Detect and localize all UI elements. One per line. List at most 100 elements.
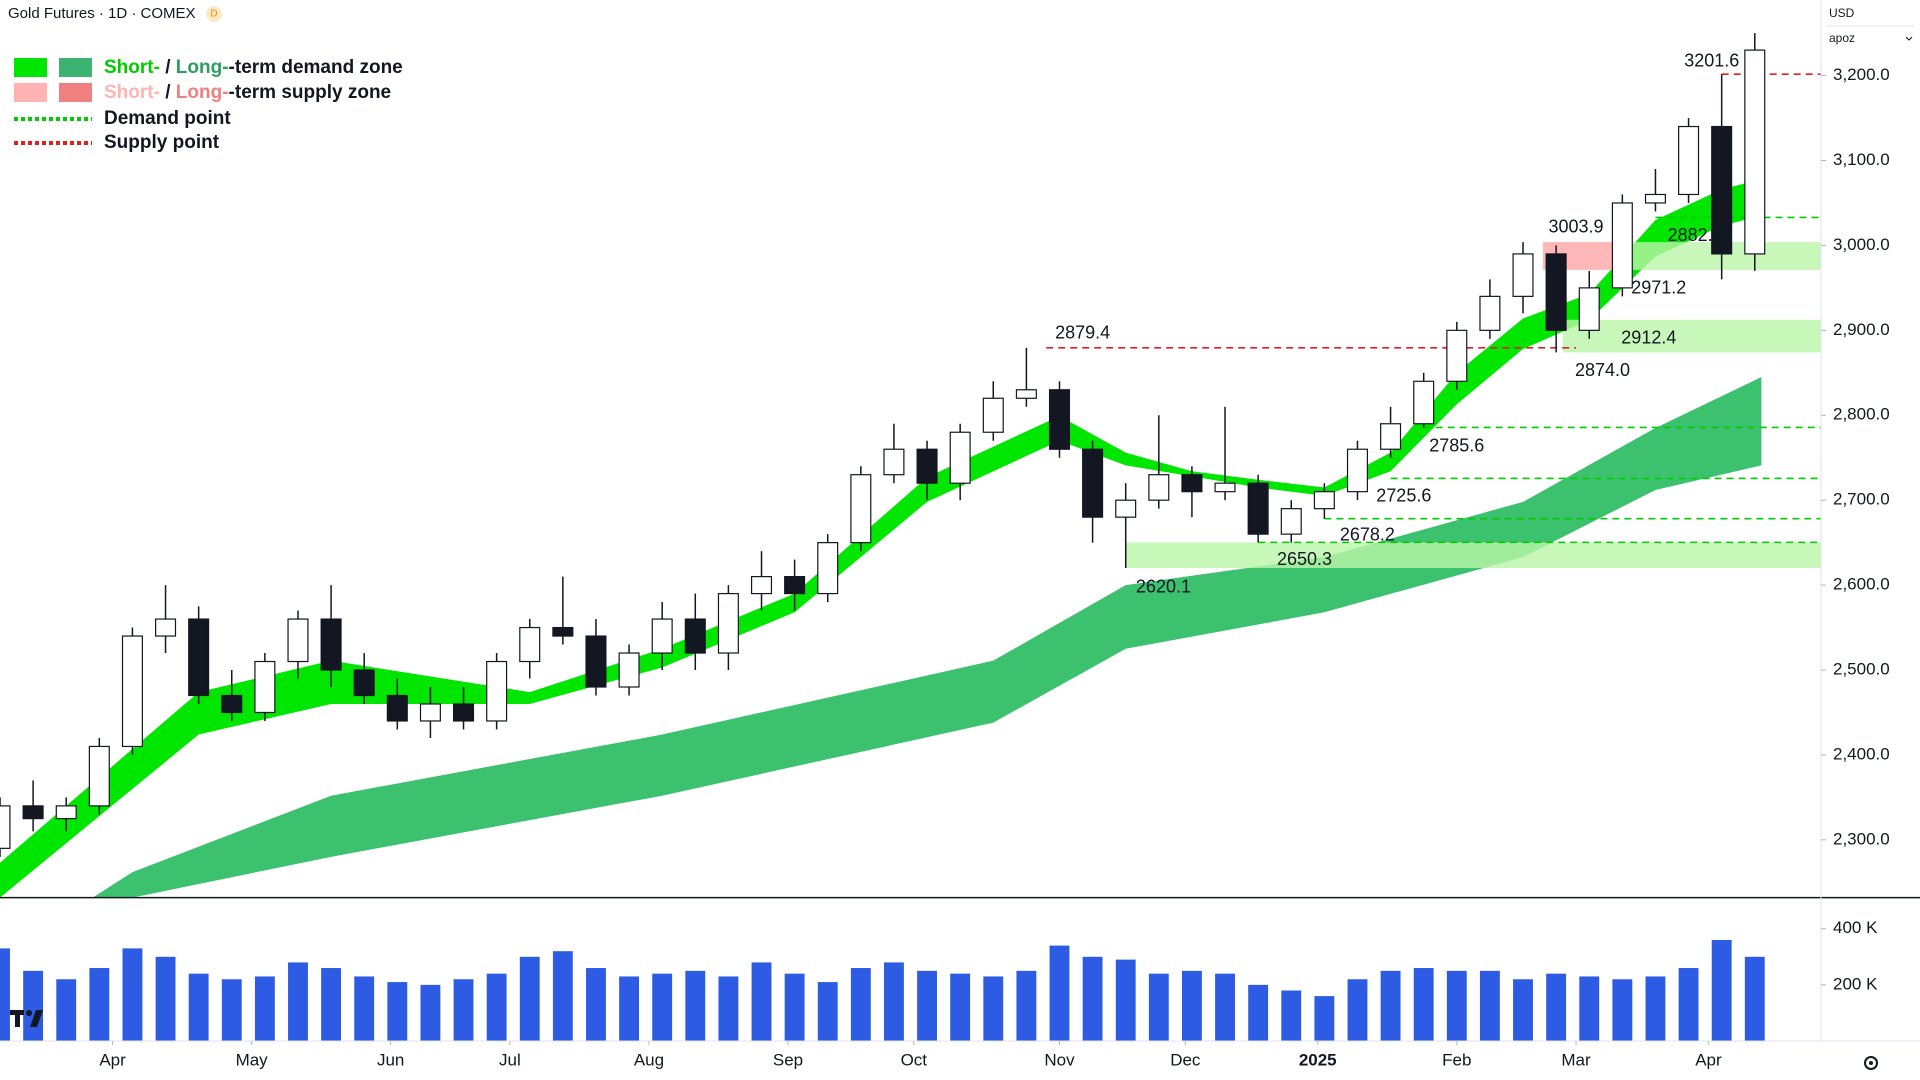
candle-body [1711,125,1733,255]
y-tick-label: 2,800.0 [1833,405,1890,424]
volume-bar [519,956,540,1041]
candle-body [155,618,177,637]
candle-body [750,576,773,595]
volume-bar [221,979,242,1041]
volume-bar [387,982,408,1041]
volume-bar [89,968,110,1041]
volume-bar [354,976,375,1041]
volume-bar [1479,970,1500,1041]
candle-body [519,626,541,663]
candle-body [1446,329,1468,382]
x-tick-label: Jul [499,1050,521,1069]
volume-bar [950,973,971,1041]
y-tick-label: 2,900.0 [1833,320,1890,339]
volume-bar [1181,970,1202,1041]
price-annotation: 2620.1 [1136,576,1191,596]
volume-bar [1148,973,1169,1041]
candle-body [1280,508,1302,535]
volume-bar [1082,956,1103,1041]
candle-body [552,626,574,637]
settings-icon[interactable] [1864,1056,1878,1070]
volume-bar [817,982,838,1041]
price-annotation: 2874.0 [1575,360,1630,380]
volume-bar [1645,976,1666,1041]
price-annotation: 2971.2 [1631,277,1686,297]
candle-body [88,745,110,807]
volume-bar [1115,959,1136,1041]
candle-body [1115,499,1137,518]
candle-body [1479,295,1501,331]
x-tick-label: Aug [634,1050,664,1069]
candle-body [452,703,475,722]
y-tick-label: 3,200.0 [1833,65,1890,84]
volume-bar [155,956,176,1041]
candle-body [982,397,1004,433]
volume-bar [1380,970,1401,1041]
candle-body [1678,125,1700,196]
candle-body [817,542,839,595]
price-annotation: 2650.3 [1277,549,1332,569]
candle-body [717,592,739,654]
candle-body [684,618,706,654]
volume-bar [1513,979,1533,1041]
x-tick-label: Apr [99,1050,126,1069]
candle-body [651,618,673,654]
volume-bar [23,970,44,1041]
legend-swatch [59,58,92,77]
candle-body [1214,482,1236,493]
symbol-title: Gold Futures · 1D · COMEX [8,5,196,22]
candle-body [1181,474,1203,493]
legend-swatch [14,58,47,77]
volume-bar [56,979,77,1041]
legend-swatch [14,83,47,102]
volume-bar [1281,990,1302,1041]
unit-label[interactable]: apoz [1829,31,1855,45]
candle-body [287,618,309,663]
x-tick-label: Dec [1170,1050,1201,1069]
volume-bar [122,948,143,1041]
y-tick-label: 2,500.0 [1833,659,1890,678]
volume-bar [552,951,573,1041]
legend: Short- / Long--term demand zone Short- /… [14,57,403,153]
badge-bg [206,6,222,22]
candle-body [320,618,342,671]
volume-bar [486,973,507,1041]
candle-body [55,805,77,820]
currency-label[interactable]: USD [1829,6,1855,20]
y-tick-label: 2,300.0 [1833,829,1890,848]
price-annotation: 2785.6 [1429,435,1484,455]
unit-chevron[interactable] [1905,36,1913,41]
price-annotation: 2879.4 [1055,322,1110,342]
volume-bar [917,970,937,1041]
price-annotation: 3201.6 [1684,51,1739,71]
volume-bar [0,948,10,1041]
volume-bar [1711,939,1732,1041]
candle-body [618,652,640,688]
price-annotation: 2882.5 [1668,225,1723,245]
volume-bar [1314,996,1335,1041]
volume-bar [453,979,474,1041]
candle-body [1048,389,1071,450]
x-tick-label: Oct [901,1050,928,1069]
candle-body [1247,482,1269,535]
candle-body [188,618,210,697]
tv-logo[interactable] [10,1010,43,1027]
candle-body [1346,448,1369,493]
y-tick-label: 2,400.0 [1833,744,1890,763]
candle-body [883,448,905,476]
legend-label: Short- / Long--term supply zone [104,82,391,103]
candle-body [1015,389,1037,399]
legend-swatch [59,83,92,102]
demand-zone [1562,319,1821,353]
volume-bar [321,968,342,1041]
x-tick-label: 2025 [1299,1050,1337,1069]
candle-body [0,805,11,849]
candle-body [949,431,971,484]
volume-tick-label: 200 K [1833,974,1878,993]
candle-body [1744,49,1766,255]
candle-body [1512,253,1534,297]
candle-body [916,448,938,484]
badge: D [210,9,217,20]
candle-body [353,669,375,697]
